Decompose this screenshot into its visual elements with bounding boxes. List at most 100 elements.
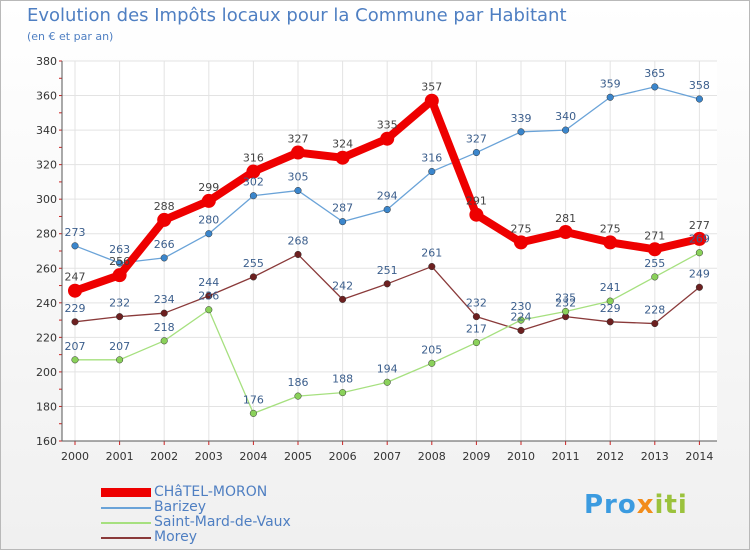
series-point-1 [695,95,703,103]
data-label-1: 273 [65,226,86,239]
legend-label: Barizey [154,499,207,515]
x-tick-label: 2005 [284,450,312,463]
legend-swatch [101,488,151,497]
x-tick-label: 2006 [329,450,357,463]
y-tick-label: 340 [36,124,57,137]
data-label-3: 229 [600,302,621,315]
series-point-0 [291,145,305,160]
data-label-2: 235 [555,291,576,304]
series-point-3 [428,262,436,271]
data-label-0: 275 [600,222,621,235]
series-point-3 [294,250,302,259]
data-label-3: 268 [288,234,309,247]
series-point-3 [651,319,659,328]
series-point-0 [335,150,350,165]
data-label-0: 288 [154,200,175,213]
series-point-2 [294,392,302,400]
series-point-3 [606,318,614,326]
series-point-3 [339,295,347,303]
series-point-3 [472,313,480,321]
series-point-1 [71,242,79,250]
x-tick-label: 2010 [507,450,535,463]
series-point-1 [562,126,570,134]
data-label-1: 327 [466,133,487,146]
data-label-2: 217 [466,323,487,336]
data-label-1: 287 [332,202,353,215]
y-tick-label: 200 [36,366,57,379]
data-label-1: 358 [689,79,710,92]
data-label-3: 232 [109,297,130,310]
series-point-2 [339,389,347,397]
x-tick-label: 2002 [150,450,178,463]
y-tick-label: 180 [36,400,57,413]
series-point-3 [695,283,703,291]
plot-area [62,61,717,441]
data-label-2: 176 [243,393,264,406]
series-point-2 [205,306,213,314]
series-point-1 [383,205,391,214]
series-point-2 [651,273,659,281]
data-label-1: 302 [243,176,264,189]
data-label-3: 251 [377,264,398,277]
data-label-1: 305 [288,171,309,184]
series-point-0 [603,235,618,250]
logo-part-1: Pro [584,490,637,520]
data-label-3: 232 [466,297,487,310]
data-label-0: 247 [65,271,86,284]
proxiti-logo: Proxiti [584,490,688,520]
data-label-0: 299 [198,181,219,194]
series-point-0 [380,131,395,146]
series-point-3 [71,318,79,326]
series-point-2 [606,297,614,305]
x-tick-label: 2000 [61,450,89,463]
data-label-2: 207 [65,340,86,353]
series-point-2 [472,338,480,347]
data-label-2: 207 [109,340,130,353]
series-point-0 [469,207,484,222]
series-point-3 [205,292,213,300]
data-label-2: 230 [511,300,532,313]
data-label-0: 256 [109,255,130,268]
series-point-2 [249,409,257,417]
x-tick-label: 2013 [641,450,669,463]
legend-label: Morey [154,529,197,545]
x-tick-label: 2011 [552,450,580,463]
x-tick-label: 2004 [239,450,267,463]
data-label-0: 316 [243,152,264,165]
x-tick-label: 2008 [418,450,446,463]
series-point-1 [472,148,480,157]
data-label-1: 280 [198,214,219,227]
series-point-2 [695,249,703,257]
data-label-0: 357 [421,81,442,94]
y-tick-label: 300 [36,193,57,206]
data-label-2: 194 [377,362,398,375]
data-label-3: 249 [689,267,710,280]
x-tick-label: 2012 [596,450,624,463]
series-point-2 [383,378,391,386]
series-point-1 [116,259,124,267]
series-point-1 [339,218,347,226]
data-label-2: 236 [198,290,219,303]
data-label-3: 244 [198,276,219,289]
series-point-3 [116,313,124,321]
y-tick-label: 280 [36,228,57,241]
series-point-1 [606,93,614,101]
x-tick-label: 2007 [373,450,401,463]
chart-title: Evolution des Impôts locaux pour la Comm… [27,5,567,26]
data-label-1: 339 [511,112,532,125]
series-point-2 [116,356,124,364]
series-point-1 [160,254,168,262]
legend-swatch [101,522,151,524]
legend-swatch [101,507,151,509]
y-tick-label: 240 [36,297,57,310]
data-label-3: 224 [511,310,532,323]
series-point-2 [428,359,436,367]
y-tick-label: 380 [36,55,57,68]
legend-label: CHâTEL-MORON [154,484,268,500]
series-point-0 [514,235,528,250]
data-label-2: 188 [332,373,353,386]
series-point-0 [201,193,216,208]
y-tick-label: 260 [36,262,57,275]
x-tick-label: 2003 [195,450,223,463]
